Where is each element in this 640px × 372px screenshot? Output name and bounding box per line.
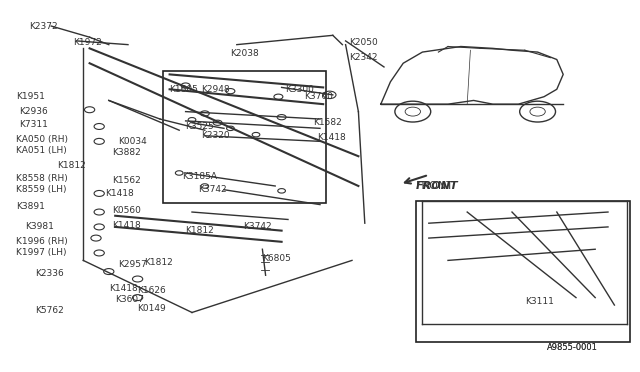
Text: K3742: K3742 — [198, 185, 227, 194]
Text: K1951: K1951 — [16, 92, 45, 101]
Text: K1812: K1812 — [144, 258, 173, 267]
Text: K2372: K2372 — [29, 22, 58, 31]
Text: K5762: K5762 — [35, 306, 64, 315]
Text: K2948: K2948 — [202, 85, 230, 94]
Text: A9855-0001: A9855-0001 — [547, 343, 598, 352]
Text: K1418: K1418 — [112, 221, 141, 230]
Text: K3185A: K3185A — [182, 172, 218, 181]
Text: K8559 (LH): K8559 (LH) — [16, 185, 67, 194]
Text: K1418: K1418 — [317, 133, 346, 142]
Text: K3981: K3981 — [26, 222, 54, 231]
Text: K1582: K1582 — [314, 118, 342, 127]
Text: K3111: K3111 — [525, 297, 554, 306]
Text: K2320: K2320 — [202, 131, 230, 140]
Text: K0149: K0149 — [138, 304, 166, 313]
Text: A9855-0001: A9855-0001 — [547, 343, 598, 352]
Text: K1812: K1812 — [186, 226, 214, 235]
Text: K8558 (RH): K8558 (RH) — [16, 174, 68, 183]
Text: K2936: K2936 — [19, 107, 48, 116]
Bar — [163, 71, 326, 203]
Text: K2336: K2336 — [35, 269, 64, 278]
Bar — [416, 201, 630, 342]
Text: K0034: K0034 — [118, 137, 147, 146]
Text: K1812: K1812 — [58, 161, 86, 170]
Text: K6805: K6805 — [262, 254, 291, 263]
Text: K2050: K2050 — [349, 38, 378, 47]
Text: K1605: K1605 — [170, 85, 198, 94]
Text: K1418: K1418 — [106, 189, 134, 198]
Text: KA051 (LH): KA051 (LH) — [16, 146, 67, 155]
Text: K3607: K3607 — [115, 295, 144, 304]
Text: KA050 (RH): KA050 (RH) — [16, 135, 68, 144]
Text: K3525: K3525 — [186, 122, 214, 131]
Text: K3891: K3891 — [16, 202, 45, 211]
Text: K3760: K3760 — [304, 92, 333, 101]
Text: K1972: K1972 — [74, 38, 102, 47]
Text: K0560: K0560 — [112, 206, 141, 215]
Text: FRONT: FRONT — [416, 181, 459, 191]
Text: K2342: K2342 — [349, 53, 378, 62]
Text: K1997 (LH): K1997 (LH) — [16, 248, 67, 257]
Text: K3742: K3742 — [243, 222, 272, 231]
Text: K7311: K7311 — [19, 120, 48, 129]
Text: K1562: K1562 — [112, 176, 141, 185]
Text: K2957: K2957 — [118, 260, 147, 269]
Text: K1996 (RH): K1996 (RH) — [16, 237, 68, 246]
Text: K1626: K1626 — [138, 286, 166, 295]
Text: FRONT: FRONT — [416, 181, 454, 191]
Text: K1418: K1418 — [109, 284, 138, 293]
Text: K2038: K2038 — [230, 49, 259, 58]
Text: K3882: K3882 — [112, 148, 141, 157]
Text: K3300: K3300 — [285, 85, 314, 94]
